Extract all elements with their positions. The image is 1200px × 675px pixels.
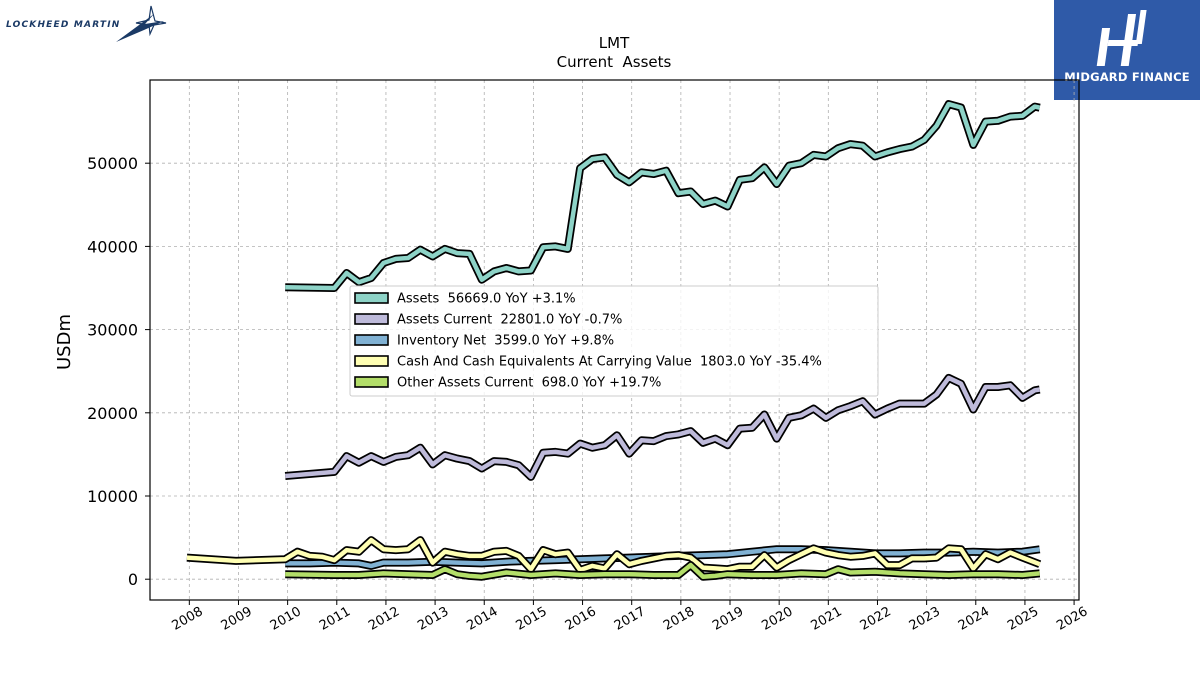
series-line-other-assets-current	[285, 562, 1040, 579]
series-line-assets	[285, 101, 1041, 291]
y-tick-label: 10000	[87, 487, 138, 506]
x-tick-label: 2014	[464, 604, 500, 634]
midgard-finance-wordmark: MIDGARD FINANCE	[1064, 70, 1190, 84]
x-tick-label: 2012	[366, 604, 402, 634]
y-tick-label: 40000	[87, 237, 138, 256]
x-tick-label: 2013	[415, 604, 451, 634]
legend-swatch-assets-current	[354, 313, 389, 325]
series-line-assets-current	[285, 375, 1041, 480]
x-tick-label: 2023	[907, 604, 943, 634]
x-tick-label: 2015	[514, 604, 550, 634]
legend: Assets 56669.0 YoY +3.1% Assets Current 2…	[349, 285, 879, 397]
legend-swatch-cash	[354, 355, 389, 367]
legend-swatch-inventory-net	[354, 334, 389, 346]
y-tick-label: 20000	[87, 404, 138, 423]
x-tick-label: 2026	[1054, 604, 1090, 634]
x-tick-label: 2020	[759, 604, 795, 634]
x-tick-label: 2010	[268, 604, 304, 634]
lockheed-martin-logo: LOCKHEED MARTIN	[4, 4, 174, 44]
chart-subtitle: Current Assets	[557, 53, 672, 71]
x-tick-label: 2018	[661, 604, 697, 634]
plot-frame	[149, 79, 1080, 601]
x-tick-label: 2021	[808, 604, 844, 634]
x-tick-label: 2016	[563, 604, 599, 634]
x-tick-label: 2025	[1005, 604, 1041, 634]
x-tick-label: 2022	[858, 604, 894, 634]
y-tick-label: 50000	[87, 154, 138, 173]
lockheed-martin-wordmark: LOCKHEED MARTIN	[6, 20, 121, 30]
midgard-logo-icon	[1096, 10, 1147, 66]
x-tick-label: 2017	[612, 604, 648, 634]
x-tick-label: 2011	[317, 604, 353, 634]
chart-title: LMT	[599, 34, 630, 52]
y-tick-label: 30000	[87, 321, 138, 340]
legend-box	[349, 285, 879, 397]
legend-swatch-assets	[354, 292, 389, 304]
series-line-cash	[186, 537, 1041, 573]
x-tick-label: 2008	[169, 604, 205, 634]
legend-label-other-assets-current: Other Assets Current 698.0 YoY +19.7%	[397, 376, 661, 391]
legend-label-assets: Assets 56669.0 YoY +3.1%	[397, 292, 576, 307]
series-layer	[186, 100, 1042, 581]
legend-label-cash: Cash And Cash Equivalents At Carrying Va…	[397, 355, 822, 370]
legend-label-inventory-net: Inventory Net 3599.0 YoY +9.8%	[397, 334, 614, 349]
x-tick-label: 2019	[710, 604, 746, 634]
x-tick-label: 2024	[956, 604, 992, 634]
star-icon	[116, 5, 167, 42]
legend-label-assets-current: Assets Current 22801.0 YoY -0.7%	[397, 313, 622, 328]
y-axis-label: USDm	[54, 314, 75, 370]
midgard-finance-badge: MIDGARD FINANCE	[1054, 0, 1200, 100]
x-tick-label: 2009	[219, 604, 255, 634]
y-tick-label: 0	[128, 570, 138, 589]
legend-swatch-other-assets-current	[354, 376, 389, 388]
